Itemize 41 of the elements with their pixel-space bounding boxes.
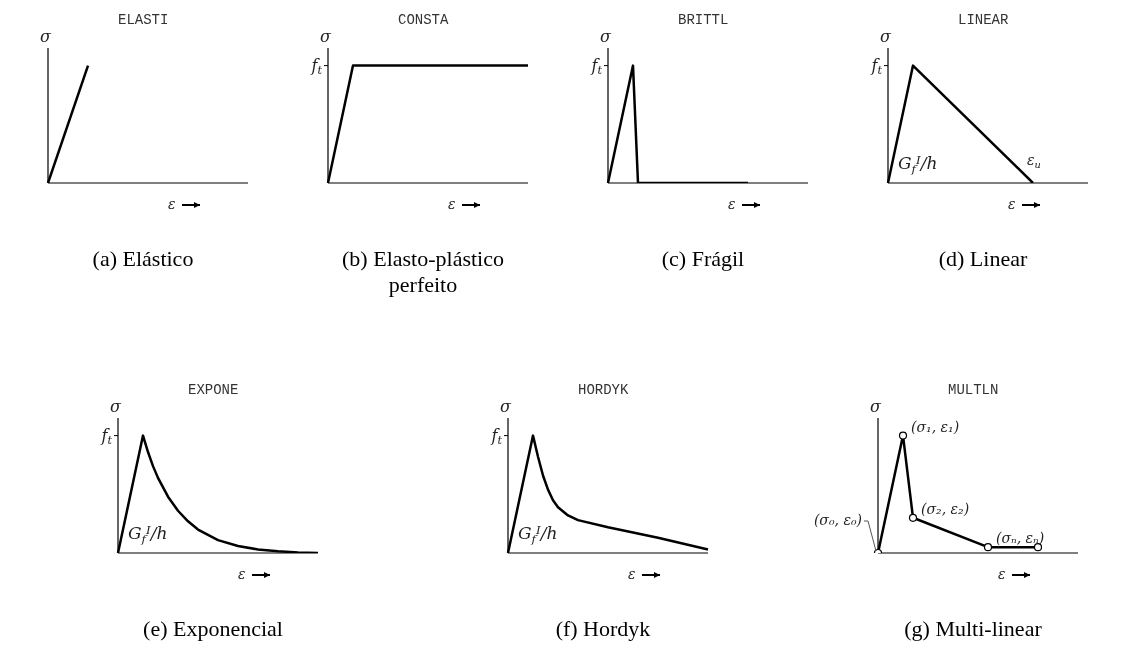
x-axis-title: ε xyxy=(168,196,176,212)
y-axis-title: σ xyxy=(110,397,122,416)
text: f$_{t}$ xyxy=(590,55,603,77)
y-axis-title: σ xyxy=(500,397,512,416)
x-axis-title: ε xyxy=(728,196,736,212)
x-axis-title: ε xyxy=(998,566,1006,582)
text: f$_{t}$ xyxy=(870,55,883,77)
text: (b) Elasto-plástico perfeito xyxy=(341,246,505,298)
text: (σ₀, ε₀) xyxy=(813,512,862,528)
annotation: ε$_{u}$ xyxy=(1027,152,1041,170)
x-axis-title: ε xyxy=(628,566,636,582)
chart-title: ELASTI xyxy=(118,12,169,28)
text: f$_{t}$ xyxy=(310,55,323,77)
y-axis-title: σ xyxy=(320,27,332,46)
chart-title: BRITTL xyxy=(678,12,729,28)
text: f$_{t}$ xyxy=(490,425,503,447)
chart-title: MULTLN xyxy=(948,382,999,398)
x-axis-title: ε xyxy=(1008,196,1016,212)
y-axis-title: σ xyxy=(880,27,892,46)
x-axis-title: ε xyxy=(238,566,246,582)
annotation: G$_{f}$$^{I}$/h xyxy=(518,522,558,546)
x-axis-title: ε xyxy=(448,196,456,212)
text: f$_{t}$ xyxy=(100,425,113,447)
text: (e) Exponencial xyxy=(142,616,284,642)
text: (g) Multi-linear xyxy=(903,616,1043,642)
text: (a) Elástico xyxy=(91,246,195,272)
chart-title: LINEAR xyxy=(958,12,1009,28)
text: (c) Frágil xyxy=(660,246,746,272)
annotation: (σₙ, εₙ) xyxy=(996,530,1045,547)
chart-title: EXPONE xyxy=(188,382,239,398)
annotation: G$_{f}$$^{I}$/h xyxy=(128,522,168,546)
y-axis-title: σ xyxy=(40,27,52,46)
text: (f) Hordyk xyxy=(554,616,652,642)
y-axis-title: σ xyxy=(870,397,882,416)
annotation: (σ₂, ε₂) xyxy=(921,500,970,517)
text: (σ₁, ε₁) xyxy=(911,418,960,435)
annotation: G$_{f}$$^{I}$/h xyxy=(898,152,938,176)
chart-title: CONSTA xyxy=(398,12,449,28)
text: (d) Linear xyxy=(937,246,1029,272)
y-axis-title: σ xyxy=(600,27,612,46)
chart-title: HORDYK xyxy=(578,382,629,398)
